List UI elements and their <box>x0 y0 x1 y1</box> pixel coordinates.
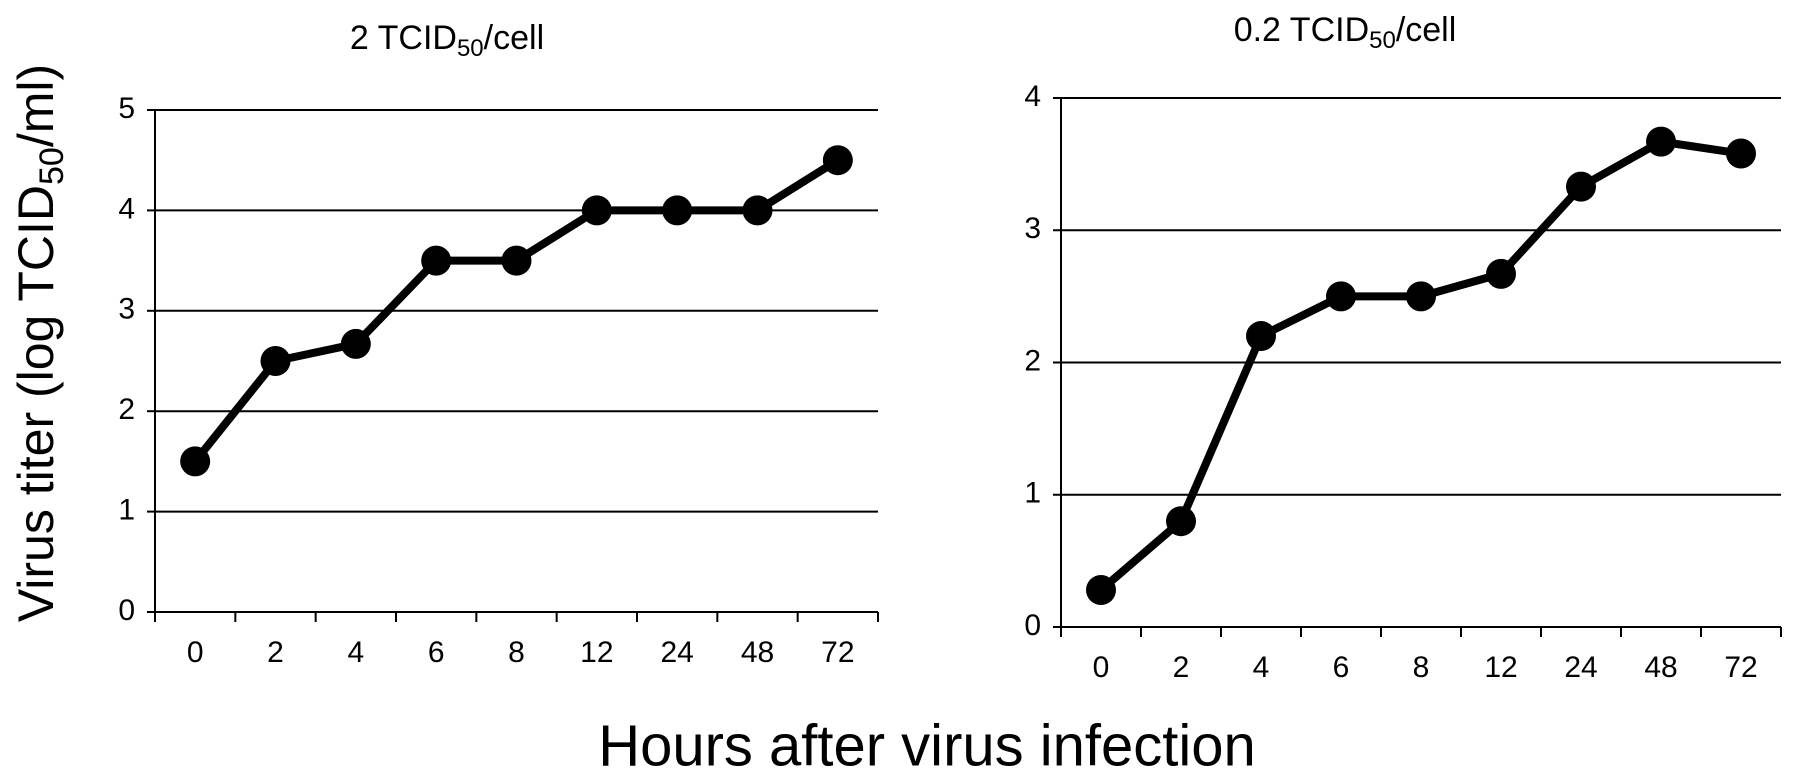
y-tick-label: 5 <box>118 92 135 125</box>
x-tick-label: 6 <box>1333 651 1350 684</box>
y-tick-label: 1 <box>1024 477 1041 510</box>
x-tick-label: 72 <box>1724 651 1757 684</box>
data-point <box>1726 138 1756 169</box>
y-tick-label: 2 <box>1024 344 1041 377</box>
y-tick-label: 1 <box>118 494 135 527</box>
data-point <box>1486 258 1516 289</box>
y-tick-label: 0 <box>1024 609 1041 642</box>
x-tick-label: 6 <box>428 636 445 669</box>
data-point <box>742 195 773 226</box>
chart-title: 2 TCID50/cell <box>350 19 544 62</box>
x-tick-label: 24 <box>1564 651 1597 684</box>
data-point <box>180 446 211 477</box>
data-point <box>1246 321 1276 352</box>
chart-title: 0.2 TCID50/cell <box>1234 11 1457 54</box>
x-tick-label: 12 <box>1484 651 1517 684</box>
y-tick-label: 3 <box>118 293 135 326</box>
x-tick-label: 4 <box>1253 651 1270 684</box>
data-point <box>662 195 693 226</box>
x-tick-label: 0 <box>1093 651 1110 684</box>
y-tick-label: 4 <box>1024 80 1041 113</box>
y-tick-label: 0 <box>118 594 135 627</box>
title-part: /cell <box>1396 11 1456 49</box>
y-tick-label: 2 <box>118 393 135 426</box>
title-part: 0.2 TCID <box>1234 11 1369 49</box>
x-tick-label: 72 <box>821 636 854 669</box>
data-point <box>1326 281 1356 312</box>
data-line <box>1098 137 1742 594</box>
title-part: 50 <box>1369 27 1396 54</box>
x-tick-label: 48 <box>1644 651 1677 684</box>
title-part: 2 TCID <box>350 19 457 57</box>
data-point <box>1646 126 1676 157</box>
x-tick-label: 24 <box>660 636 693 669</box>
data-point <box>822 145 853 176</box>
data-point <box>260 346 291 376</box>
x-tick-label: 2 <box>267 636 284 669</box>
x-tick-label: 8 <box>1413 651 1430 684</box>
y-label-part: /ml) <box>8 64 64 147</box>
data-point <box>1086 574 1116 605</box>
y-tick-label: 3 <box>1024 212 1041 245</box>
data-point <box>1406 281 1436 312</box>
data-point <box>581 195 612 226</box>
x-tick-label: 8 <box>508 636 525 669</box>
title-part: 50 <box>457 35 484 62</box>
x-axis-label: Hours after virus infection <box>598 713 1256 778</box>
data-point <box>1566 171 1596 202</box>
data-point <box>1166 506 1196 537</box>
data-point <box>501 245 532 276</box>
y-label-part: Virus titer (log TCID <box>8 185 64 622</box>
data-point <box>421 245 452 276</box>
y-tick-label: 4 <box>118 192 135 225</box>
x-tick-label: 4 <box>347 636 364 669</box>
x-tick-label: 12 <box>580 636 613 669</box>
y-label-sub: 50 <box>33 147 71 185</box>
y-axis-label: Virus titer (log TCID50/ml) <box>8 64 71 622</box>
title-part: /cell <box>484 19 544 57</box>
data-point <box>340 328 371 359</box>
x-tick-label: 48 <box>741 636 774 669</box>
x-tick-label: 2 <box>1173 651 1190 684</box>
x-tick-label: 0 <box>187 636 204 669</box>
